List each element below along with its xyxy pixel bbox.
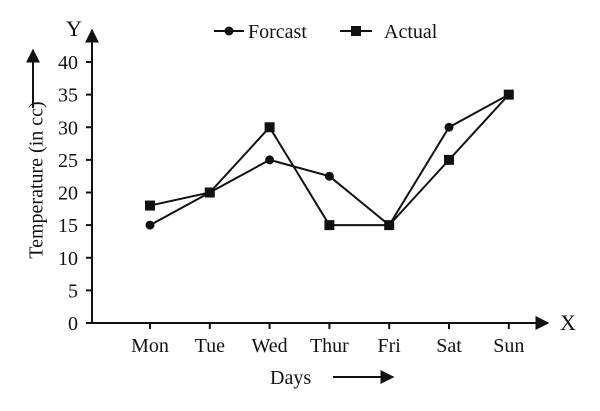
x-tick-label-sat: Sat xyxy=(436,335,462,357)
point-actual xyxy=(384,220,395,231)
x-tick-label-sun: Sun xyxy=(493,335,524,357)
point-actual xyxy=(264,122,275,133)
x-axis-title: Days xyxy=(270,367,311,389)
legend-marker-actual xyxy=(351,26,361,36)
point-forcast xyxy=(145,220,155,230)
point-actual xyxy=(324,220,335,231)
x-tick-label-thur: Thur xyxy=(310,335,349,357)
point-actual xyxy=(204,187,215,198)
legend-label-forcast: Forcast xyxy=(248,21,307,43)
legend-label-actual: Actual xyxy=(384,21,438,43)
series-line-actual xyxy=(149,93,510,227)
y-tick-label: 35 xyxy=(58,85,78,107)
series-line-forcast xyxy=(149,93,510,227)
y-tick-label: 5 xyxy=(68,280,78,302)
x-tick-label-tue: Tue xyxy=(195,335,226,357)
x-tick-label-mon: Mon xyxy=(131,335,169,357)
x-tick-label-wed: Wed xyxy=(252,335,288,357)
point-forcast xyxy=(324,171,334,181)
y-tick-label: 0 xyxy=(68,313,78,335)
x-axis-letter: X xyxy=(560,310,576,335)
y-axis-letter: Y xyxy=(66,16,82,41)
y-tick-label: 30 xyxy=(58,117,78,139)
y-tick-label: 40 xyxy=(58,52,78,74)
legend-item-forcast: Forcast xyxy=(214,21,307,43)
legend-item-actual: Actual xyxy=(340,21,438,43)
y-tick-label: 25 xyxy=(58,150,78,172)
point-actual xyxy=(444,154,454,165)
y-axis-title-group: Temperature (in cc) xyxy=(26,101,48,258)
y-ticks: 0 5 10 15 20 25 30 35 40 xyxy=(58,52,92,335)
point-forcast xyxy=(265,155,275,165)
legend-marker-forcast xyxy=(224,26,234,36)
point-actual xyxy=(503,89,514,100)
x-tick-label-fri: Fri xyxy=(378,335,402,357)
y-tick-label: 15 xyxy=(58,215,78,237)
series-layer xyxy=(145,89,514,231)
point-actual xyxy=(145,200,155,211)
y-tick-label: 20 xyxy=(58,183,78,205)
y-tick-label: 10 xyxy=(58,248,78,270)
point-forcast xyxy=(444,122,454,132)
x-ticks: Mon Tue Wed Thur Fri Sat Sun xyxy=(131,323,524,357)
y-axis-title: Temperature (in cc) xyxy=(26,101,48,258)
legend: Forcast Actual xyxy=(214,21,438,43)
